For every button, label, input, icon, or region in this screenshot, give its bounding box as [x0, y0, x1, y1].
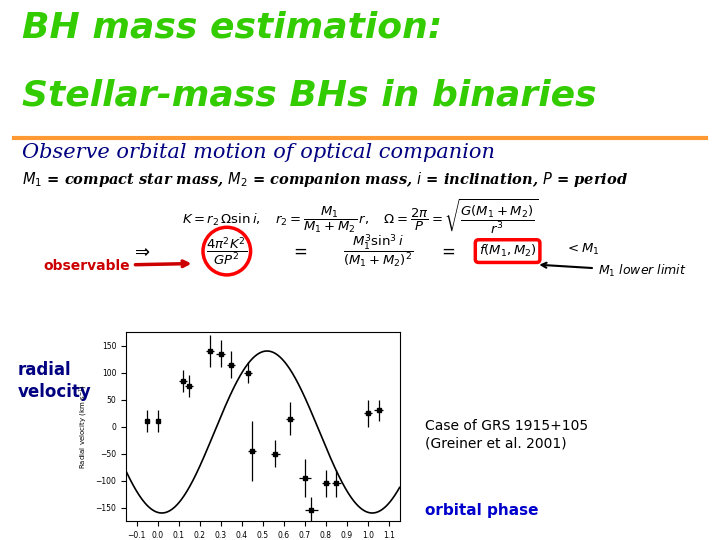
Text: Case of GRS 1915+105
(Greiner et al. 2001): Case of GRS 1915+105 (Greiner et al. 200… — [425, 418, 588, 451]
Text: $\dfrac{4\pi^2 K^2}{GP^2}$: $\dfrac{4\pi^2 K^2}{GP^2}$ — [207, 235, 247, 267]
Text: $K = r_2\,\Omega\sin i, \quad r_2 = \dfrac{M_1}{M_1+M_2}\,r,\quad \Omega = \dfra: $K = r_2\,\Omega\sin i, \quad r_2 = \dfr… — [182, 197, 538, 236]
Y-axis label: Radial velocity (km s$^{-1}$): Radial velocity (km s$^{-1}$) — [78, 384, 90, 469]
Text: $M_1$ lower limit: $M_1$ lower limit — [541, 263, 686, 279]
Text: orbital phase: orbital phase — [425, 503, 539, 518]
Text: Stellar-mass BHs in binaries: Stellar-mass BHs in binaries — [22, 78, 596, 112]
Text: $\dfrac{M_1^3\sin^3 i}{(M_1+M_2)^2}$: $\dfrac{M_1^3\sin^3 i}{(M_1+M_2)^2}$ — [343, 232, 413, 270]
Text: observable: observable — [43, 259, 188, 273]
Text: $f(M_1,M_2)$: $f(M_1,M_2)$ — [479, 243, 536, 259]
Text: BH mass estimation:: BH mass estimation: — [22, 11, 442, 45]
Text: $=$: $=$ — [438, 242, 455, 260]
Text: radial
velocity: radial velocity — [18, 361, 91, 401]
Text: $\Rightarrow$: $\Rightarrow$ — [130, 242, 150, 260]
Text: $=$: $=$ — [290, 242, 307, 260]
Text: $M_1$ = compact star mass, $M_2$ = companion mass, $i$ = inclination, $P$ = peri: $M_1$ = compact star mass, $M_2$ = compa… — [22, 170, 628, 189]
Text: $< M_1$: $< M_1$ — [565, 242, 600, 257]
Text: Observe orbital motion of optical companion: Observe orbital motion of optical compan… — [22, 143, 495, 162]
